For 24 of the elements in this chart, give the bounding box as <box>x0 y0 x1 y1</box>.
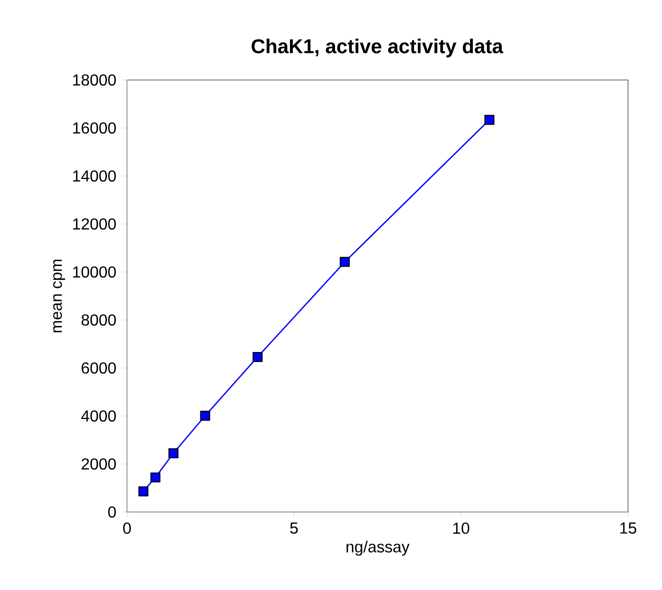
x-tick-label: 10 <box>453 522 470 534</box>
point <box>150 472 160 482</box>
x-tick-label: 0 <box>123 522 131 534</box>
y-tick-label: 6000 <box>82 362 116 374</box>
point <box>252 352 263 362</box>
y-tick-label: 2000 <box>82 458 116 470</box>
chart-title: ChaK1, active activity data <box>252 38 504 58</box>
y-tick-label: 18000 <box>73 74 116 86</box>
y-tick-label: 12000 <box>73 218 116 230</box>
y-tick-label: 14000 <box>73 170 116 182</box>
point <box>484 114 494 125</box>
y-tick-label: 10000 <box>73 266 116 278</box>
y-tick-label: 4000 <box>81 410 116 422</box>
x-tick-label: 15 <box>620 522 636 534</box>
y-axis-title: mean cpm <box>53 260 66 332</box>
point <box>200 410 210 421</box>
y-tick-label: 0 <box>108 506 116 518</box>
point <box>138 486 148 496</box>
x-axis-title: ng/assay <box>346 540 410 556</box>
point <box>340 256 350 267</box>
point <box>168 448 178 458</box>
y-tick-label: 16000 <box>73 122 116 134</box>
x-tick-label: 5 <box>290 522 298 534</box>
y-tick-label: 8000 <box>82 314 116 326</box>
